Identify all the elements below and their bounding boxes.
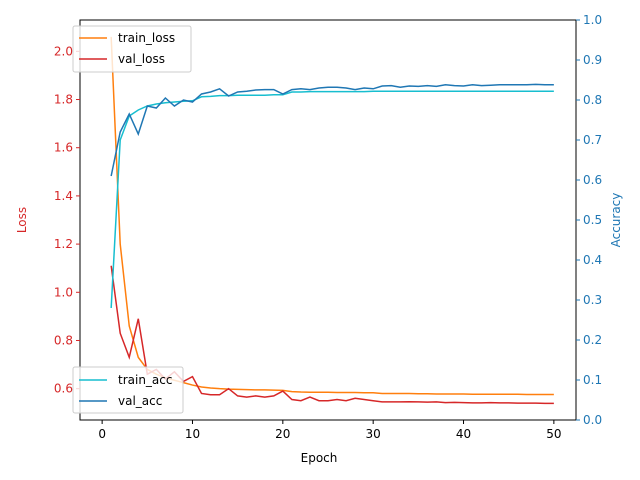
legend-acc: train_acc val_acc bbox=[72, 366, 184, 414]
legend-val-acc-label: val_acc bbox=[118, 394, 162, 408]
acc-lines bbox=[110, 83, 554, 309]
train-loss-line bbox=[110, 36, 554, 396]
left-y-axis-label: Loss bbox=[15, 207, 29, 233]
x-tick-label: 30 bbox=[366, 427, 381, 441]
x-tick-label: 10 bbox=[185, 427, 200, 441]
right-y-tick-label: 0.6 bbox=[583, 173, 602, 187]
right-y-tick-label: 1.0 bbox=[583, 13, 602, 27]
train-acc-line bbox=[110, 90, 554, 309]
loss-lines bbox=[110, 36, 554, 405]
legend-loss: train_loss val_loss bbox=[72, 25, 192, 73]
right-y-tick-label: 0.2 bbox=[583, 333, 602, 347]
legend-train-acc-label: train_acc bbox=[118, 373, 172, 387]
left-y-axis-ticks: 0.6 0.8 1.0 1.2 1.4 1.6 1.8 2.0 bbox=[54, 44, 80, 396]
right-y-tick-label: 0.1 bbox=[583, 373, 602, 387]
legend-train-loss-label: train_loss bbox=[118, 31, 175, 45]
x-axis-ticks: 0 10 20 30 40 50 bbox=[98, 420, 562, 441]
right-y-axis-label: Accuracy bbox=[609, 193, 623, 248]
x-axis-label: Epoch bbox=[301, 451, 338, 465]
val-acc-line bbox=[110, 83, 554, 177]
val-loss-line bbox=[110, 265, 554, 405]
left-y-tick-label: 1.8 bbox=[54, 93, 73, 107]
right-y-axis-ticks: 0.0 0.1 0.2 0.3 0.4 0.5 0.6 0.7 0.8 0.9 1.0 bbox=[576, 13, 602, 427]
x-tick-label: 50 bbox=[546, 427, 561, 441]
left-y-tick-label: 0.6 bbox=[54, 382, 73, 396]
right-y-tick-label: 0.8 bbox=[583, 93, 602, 107]
right-y-tick-label: 0.0 bbox=[583, 413, 602, 427]
right-y-tick-label: 0.9 bbox=[583, 53, 602, 67]
x-tick-label: 40 bbox=[456, 427, 471, 441]
right-y-tick-label: 0.4 bbox=[583, 253, 602, 267]
plot-frame bbox=[79, 19, 577, 421]
left-y-tick-label: 2.0 bbox=[54, 44, 73, 58]
left-y-tick-label: 1.2 bbox=[54, 237, 73, 251]
left-y-tick-label: 1.4 bbox=[54, 189, 73, 203]
right-y-tick-label: 0.3 bbox=[583, 293, 602, 307]
right-y-tick-label: 0.5 bbox=[583, 213, 602, 227]
left-y-tick-label: 1.0 bbox=[54, 285, 73, 299]
left-y-tick-label: 0.8 bbox=[54, 333, 73, 347]
x-tick-label: 20 bbox=[275, 427, 290, 441]
x-tick-label: 0 bbox=[98, 427, 106, 441]
left-y-tick-label: 1.6 bbox=[54, 141, 73, 155]
legend-val-loss-label: val_loss bbox=[118, 52, 165, 66]
right-y-tick-label: 0.7 bbox=[583, 133, 602, 147]
